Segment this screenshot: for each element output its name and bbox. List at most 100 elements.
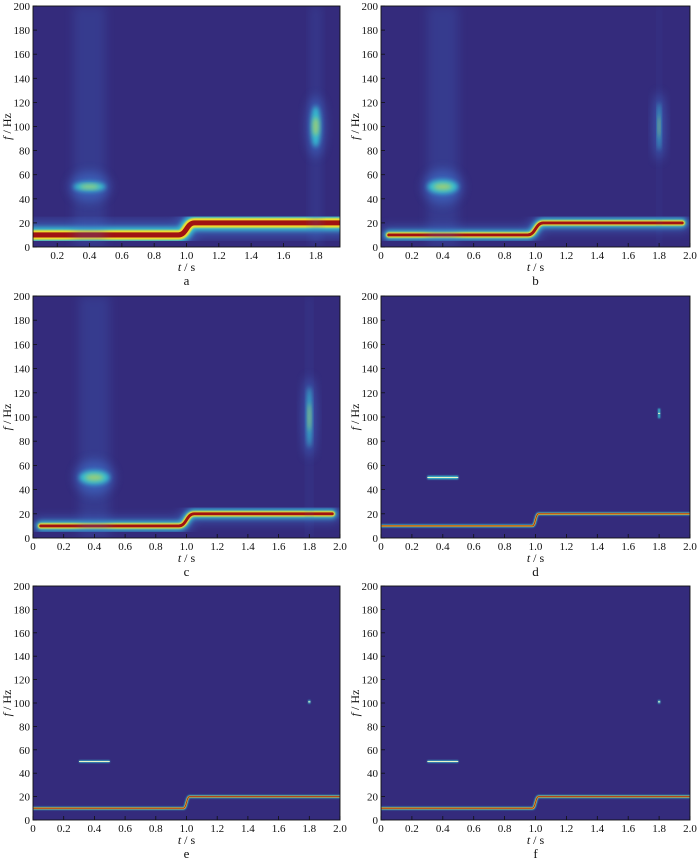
x-axis-unit: / s: [530, 551, 544, 565]
x-axis-variable: t: [527, 833, 531, 847]
x-tick-label: 1.4: [590, 250, 604, 262]
x-axis-title: t / s: [527, 260, 545, 274]
x-axis-title: t / s: [527, 551, 545, 565]
y-tick-label: 20: [367, 509, 379, 521]
panel-label: f: [533, 846, 538, 859]
x-tick-label: 2.0: [333, 823, 347, 835]
x-tick-label: 0.2: [405, 541, 419, 553]
y-tick-label: 140: [14, 651, 31, 663]
y-tick-label: 60: [19, 460, 31, 472]
y-tick-label: 80: [367, 721, 379, 733]
y-tick-label: 0: [373, 815, 379, 827]
ridge-core: [387, 221, 684, 237]
y-axis-unit: / Hz: [348, 404, 362, 427]
y-tick-label: 100: [14, 412, 31, 424]
burst-1: [69, 6, 110, 247]
x-axis-variable: t: [178, 833, 182, 847]
x-tick-label: 2.0: [683, 541, 697, 553]
x-tick-label: 1.8: [309, 250, 323, 262]
ridge-core: [33, 796, 340, 809]
y-axis-variable: f: [0, 135, 14, 140]
y-tick-label: 140: [362, 364, 379, 376]
y-axis-title: f / Hz: [348, 690, 362, 717]
x-tick-label: 0.2: [50, 250, 64, 262]
x-tick-label: 1.6: [621, 250, 635, 262]
y-tick-label: 160: [14, 628, 31, 640]
burst-2: [658, 700, 661, 704]
panel-label: d: [532, 564, 539, 579]
x-axis-unit: / s: [181, 833, 195, 847]
y-tick-label: 0: [373, 242, 379, 254]
y-tick-label: 140: [362, 651, 379, 663]
burst-1: [79, 760, 110, 763]
ridge-core: [381, 513, 690, 527]
y-tick-label: 120: [14, 388, 31, 400]
x-tick-label: 0.8: [498, 823, 512, 835]
x-tick-label: 0.8: [149, 823, 163, 835]
y-tick-label: 140: [14, 364, 31, 376]
y-tick-label: 200: [362, 581, 379, 593]
ridge-core: [39, 512, 334, 528]
x-tick-label: 1.4: [244, 250, 258, 262]
burst-1: [427, 475, 459, 480]
spectrogram-content: [33, 700, 340, 810]
y-tick-label: 180: [14, 604, 31, 616]
x-tick-label: 1.2: [212, 250, 226, 262]
y-axis-variable: f: [0, 711, 14, 716]
x-tick-label: 1.2: [210, 541, 224, 553]
x-tick-label: 1.4: [590, 541, 604, 553]
y-tick-label: 160: [362, 339, 379, 351]
y-tick-label: 200: [14, 1, 31, 13]
spectrogram-content: [381, 700, 690, 810]
x-tick-label: 1.2: [560, 541, 574, 553]
x-tick-label: 1.8: [652, 250, 666, 262]
y-axis-unit: / Hz: [348, 690, 362, 713]
y-tick-label: 60: [367, 460, 379, 472]
y-tick-label: 180: [14, 315, 31, 327]
y-tick-label: 100: [14, 122, 31, 134]
y-tick-label: 40: [19, 768, 31, 780]
y-tick-label: 80: [19, 721, 31, 733]
plot-background: [381, 586, 690, 820]
y-tick-label: 120: [14, 675, 31, 687]
y-tick-label: 80: [19, 146, 31, 158]
burst-1: [75, 296, 114, 538]
y-tick-label: 200: [14, 291, 31, 303]
panel-d: 0 0.2 0.4 0.6 0.8 1.0 1.2 1.4 1.6 1.8 2.0 0 20 40 60 80…: [348, 291, 697, 579]
x-axis-unit: / s: [530, 833, 544, 847]
x-axis-variable: t: [527, 260, 531, 274]
x-tick-label: 1.0: [529, 823, 543, 835]
x-tick-label: 0.8: [149, 541, 163, 553]
x-tick-label: 0.4: [436, 823, 450, 835]
y-tick-label: 160: [362, 49, 379, 61]
x-tick-label: 2.0: [683, 823, 697, 835]
x-axis-title: t / s: [178, 833, 196, 847]
y-tick-label: 0: [25, 533, 31, 545]
plot-background: [33, 586, 340, 820]
x-tick-label: 0.8: [498, 541, 512, 553]
x-tick-label: 1.0: [529, 250, 543, 262]
x-tick-label: 0.6: [467, 250, 481, 262]
y-tick-label: 180: [362, 604, 379, 616]
x-tick-label: 1.0: [180, 250, 194, 262]
x-tick-label: 0.4: [436, 541, 450, 553]
burst-1: [427, 760, 459, 763]
y-tick-label: 120: [14, 97, 31, 109]
ridge-core: [381, 796, 690, 809]
y-tick-label: 40: [367, 194, 379, 206]
y-tick-label: 120: [362, 675, 379, 687]
x-tick-label: 1.6: [277, 250, 291, 262]
y-tick-label: 40: [367, 768, 379, 780]
burst-1: [423, 6, 463, 247]
x-tick-label: 1.4: [241, 823, 255, 835]
y-axis-variable: f: [0, 425, 14, 430]
x-tick-label: 0.4: [88, 823, 102, 835]
y-tick-label: 200: [362, 291, 379, 303]
x-axis-unit: / s: [530, 260, 544, 274]
y-tick-label: 20: [19, 218, 31, 230]
y-tick-label: 180: [362, 315, 379, 327]
x-axis-variable: t: [178, 551, 182, 565]
x-tick-label: 1.6: [621, 823, 635, 835]
y-tick-label: 40: [19, 485, 31, 497]
